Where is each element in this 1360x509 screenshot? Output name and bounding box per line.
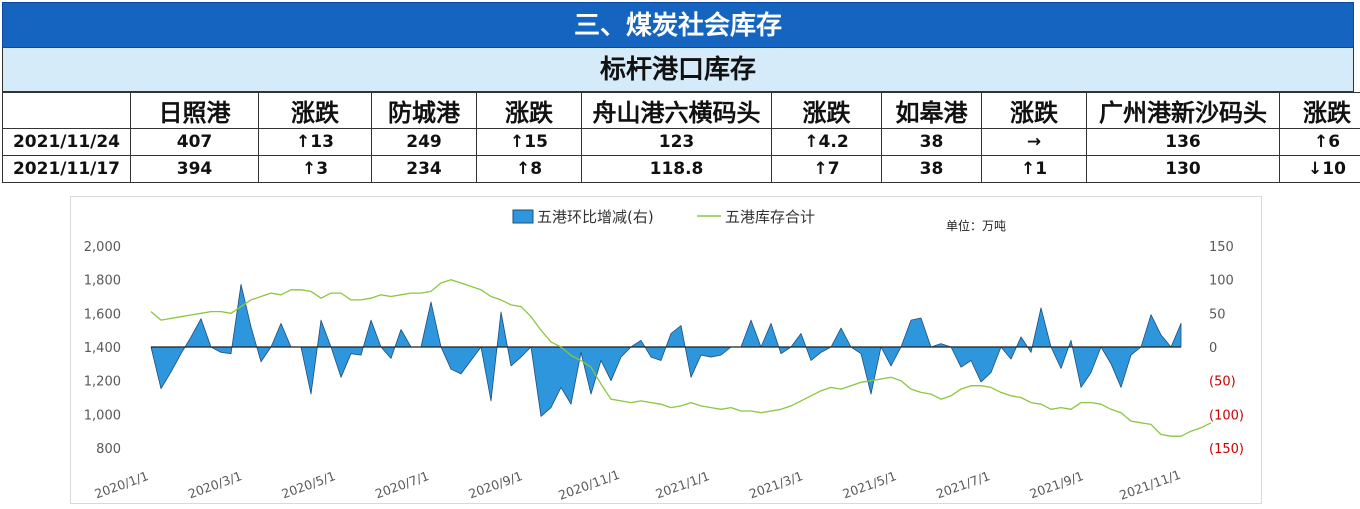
y-right-tick-label: 0: [1209, 341, 1217, 356]
row-date: 2021/11/24: [2, 128, 131, 156]
change-cell: ↑8: [476, 155, 582, 183]
value-cell: 38: [881, 128, 982, 156]
y-right-tick-label: 150: [1209, 240, 1234, 255]
column-header: 如皋港: [881, 92, 982, 129]
value-cell: 118.8: [581, 155, 772, 183]
y-right-tick-label: 50: [1209, 307, 1226, 322]
x-tick-label: 2021/7/1: [934, 468, 992, 501]
column-header: 防城港: [371, 92, 477, 129]
y-left-tick-label: 1,400: [84, 341, 121, 356]
x-tick-label: 2021/5/1: [841, 468, 899, 501]
y-left-tick-label: 1,000: [84, 408, 121, 423]
x-tick-label: 2020/11/1: [556, 467, 621, 503]
value-cell: 394: [130, 155, 259, 183]
change-cell: ↑6: [1279, 128, 1360, 156]
legend-line-label: 五港库存合计: [725, 208, 815, 226]
change-cell: ↑15: [476, 128, 582, 156]
legend-area-swatch: [512, 209, 534, 224]
x-tick-label: 2020/9/1: [467, 468, 525, 501]
change-cell: ↑7: [771, 155, 882, 183]
value-cell: 38: [881, 155, 982, 183]
x-tick-label: 2021/3/1: [747, 468, 805, 501]
row-date: 2021/11/17: [2, 155, 131, 183]
table-header-row: 日照港 涨跌 防城港 涨跌 舟山港六横码头 涨跌 如皋港 涨跌 广州港新沙码头 涨跌: [2, 92, 1360, 129]
change-cell: ↑1: [981, 155, 1087, 183]
unit-note: 单位：万吨: [946, 218, 1006, 233]
table-title: 标杆港口库存: [2, 48, 1354, 92]
value-cell: 234: [371, 155, 477, 183]
change-cell: →: [981, 128, 1087, 156]
legend-area-label: 五港环比增减(右): [537, 208, 654, 226]
column-header: 涨跌: [981, 92, 1087, 129]
column-header: 广州港新沙码头: [1086, 92, 1280, 129]
column-header: 涨跌: [771, 92, 882, 129]
column-header: [2, 92, 131, 129]
value-cell: 130: [1086, 155, 1280, 183]
column-header: 日照港: [130, 92, 259, 129]
table-row: 2021/11/17 394 ↑3 234 ↑8 118.8 ↑7 38 ↑1 130 ↓10: [2, 155, 1360, 183]
y-right-tick-label: 100: [1209, 274, 1234, 289]
chart-svg: 五港环比增减(右) 五港库存合计单位：万吨 800 1,000 1,200 1,400 1,…: [84, 208, 1244, 503]
value-cell: 407: [130, 128, 259, 156]
value-cell: 123: [581, 128, 772, 156]
y-left-tick-label: 1,800: [84, 274, 121, 289]
change-area-series: [150, 284, 1182, 417]
x-tick-label: 2020/1/1: [93, 468, 151, 501]
x-tick-label: 2021/11/1: [1117, 467, 1182, 503]
change-cell: ↑3: [258, 155, 372, 183]
change-cell: ↓10: [1279, 155, 1360, 183]
y-right-tick-label: (100): [1209, 408, 1244, 423]
x-tick-label: 2020/7/1: [373, 468, 431, 501]
y-left-tick-label: 1,200: [84, 375, 121, 390]
table-row: 2021/11/24 407 ↑13 249 ↑15 123 ↑4.2 38 → 136 ↑6: [2, 128, 1360, 156]
x-tick-label: 2021/1/1: [654, 468, 712, 501]
y-left-tick-label: 1,600: [84, 307, 121, 322]
inventory-line-series: [150, 279, 1212, 437]
value-cell: 136: [1086, 128, 1280, 156]
port-inventory-table: 日照港 涨跌 防城港 涨跌 舟山港六横码头 涨跌 如皋港 涨跌 广州港新沙码头 涨跌 2021/11…: [2, 92, 1360, 183]
x-tick-label: 2020/5/1: [280, 468, 338, 501]
y-right-tick-label: (150): [1209, 442, 1244, 457]
section-banner: 三、煤炭社会库存: [2, 2, 1354, 48]
column-header: 涨跌: [476, 92, 582, 129]
x-tick-label: 2021/9/1: [1028, 468, 1086, 501]
change-cell: ↑13: [258, 128, 372, 156]
inventory-chart: 五港环比增减(右) 五港库存合计单位：万吨 800 1,000 1,200 1,400 1,…: [70, 196, 1262, 504]
change-cell: ↑4.2: [771, 128, 882, 156]
y-left-tick-label: 800: [96, 442, 121, 457]
y-left-tick-label: 2,000: [84, 240, 121, 255]
y-right-tick-label: (50): [1209, 375, 1236, 390]
column-header: 舟山港六横码头: [581, 92, 772, 129]
column-header: 涨跌: [258, 92, 372, 129]
value-cell: 249: [371, 128, 477, 156]
x-tick-label: 2020/3/1: [186, 468, 244, 501]
column-header: 涨跌: [1279, 92, 1360, 129]
